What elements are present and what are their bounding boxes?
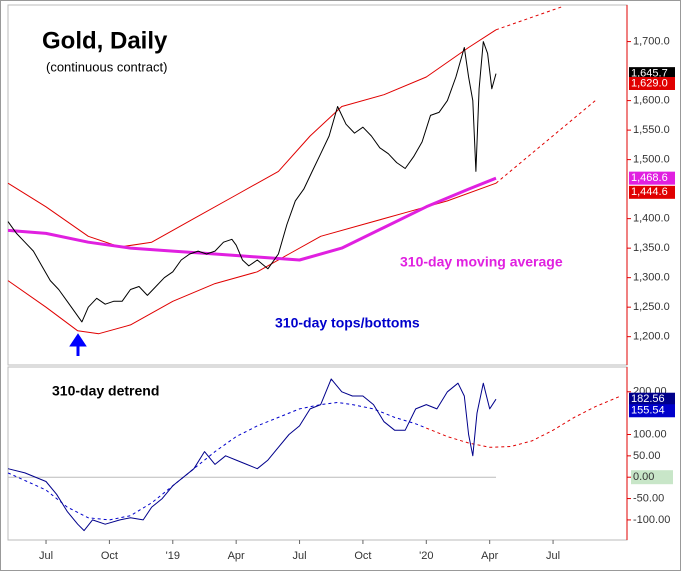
price-tag — [629, 185, 675, 199]
y-tick-label: 50.00 — [633, 450, 661, 462]
y-tick-label: 1,250.0 — [633, 301, 670, 313]
arrow — [69, 333, 87, 356]
series-line — [7, 182, 497, 335]
x-tick-label: Jul — [39, 550, 53, 562]
y-tick-label: 1,600.0 — [633, 95, 670, 107]
y-tick-label: 1,200.0 — [633, 331, 670, 343]
annotation: 310-day tops/bottoms — [275, 315, 420, 331]
price-tag — [629, 67, 675, 81]
x-tick-label: '20 — [419, 550, 433, 562]
price-tag-label: 1,629.0 — [631, 77, 668, 89]
price-tag-label: 1,444.6 — [631, 186, 668, 198]
x-tick-label: Jul — [546, 550, 560, 562]
y-tick-label: -100.00 — [633, 514, 670, 526]
y-tick-label: 1,400.0 — [633, 213, 670, 225]
y-tick-label: 1,350.0 — [633, 242, 670, 254]
tick-bg — [631, 470, 673, 485]
series-line — [7, 41, 497, 323]
series-line — [7, 176, 497, 262]
x-tick-label: '19 — [166, 550, 180, 562]
chart-title: Gold, Daily — [42, 27, 168, 54]
series-line — [7, 29, 497, 248]
price-tag-label: 155.54 — [631, 405, 665, 417]
price-tag — [629, 171, 675, 185]
price-tag — [629, 404, 675, 418]
price-tag-label: 1,645.7 — [631, 68, 668, 80]
price-tag — [629, 392, 675, 406]
series-line — [7, 378, 497, 532]
annotation: 310-day moving average — [400, 254, 563, 270]
chart-subtitle: (continuous contract) — [46, 59, 167, 74]
price-tag — [629, 76, 675, 90]
series-line — [426, 395, 621, 448]
y-tick-label: 1,700.0 — [633, 35, 670, 47]
y-tick-label: -50.00 — [633, 492, 664, 504]
y-tick-label: 1,300.0 — [633, 272, 670, 284]
series-line — [7, 402, 427, 521]
x-tick-label: Jul — [293, 550, 307, 562]
y-tick-label: 1,550.0 — [633, 124, 670, 136]
y-tick-label: 0.00 — [633, 471, 654, 483]
price-tag-label: 1,468.6 — [631, 172, 668, 184]
x-tick-label: Apr — [228, 550, 245, 562]
x-tick-label: Oct — [101, 550, 118, 562]
price-tag-label: 182.56 — [631, 393, 665, 405]
plots: 1,200.0 1,250.0 1,300.0 1,350.0 1,400.0 1,500… — [7, 4, 675, 562]
y-tick-label: 1,500.0 — [633, 154, 670, 166]
x-tick-label: Oct — [354, 550, 371, 562]
y-tick-label: 100.00 — [633, 428, 667, 440]
x-tick-label: Apr — [481, 550, 498, 562]
panel-title: 310-day detrend — [52, 383, 159, 399]
